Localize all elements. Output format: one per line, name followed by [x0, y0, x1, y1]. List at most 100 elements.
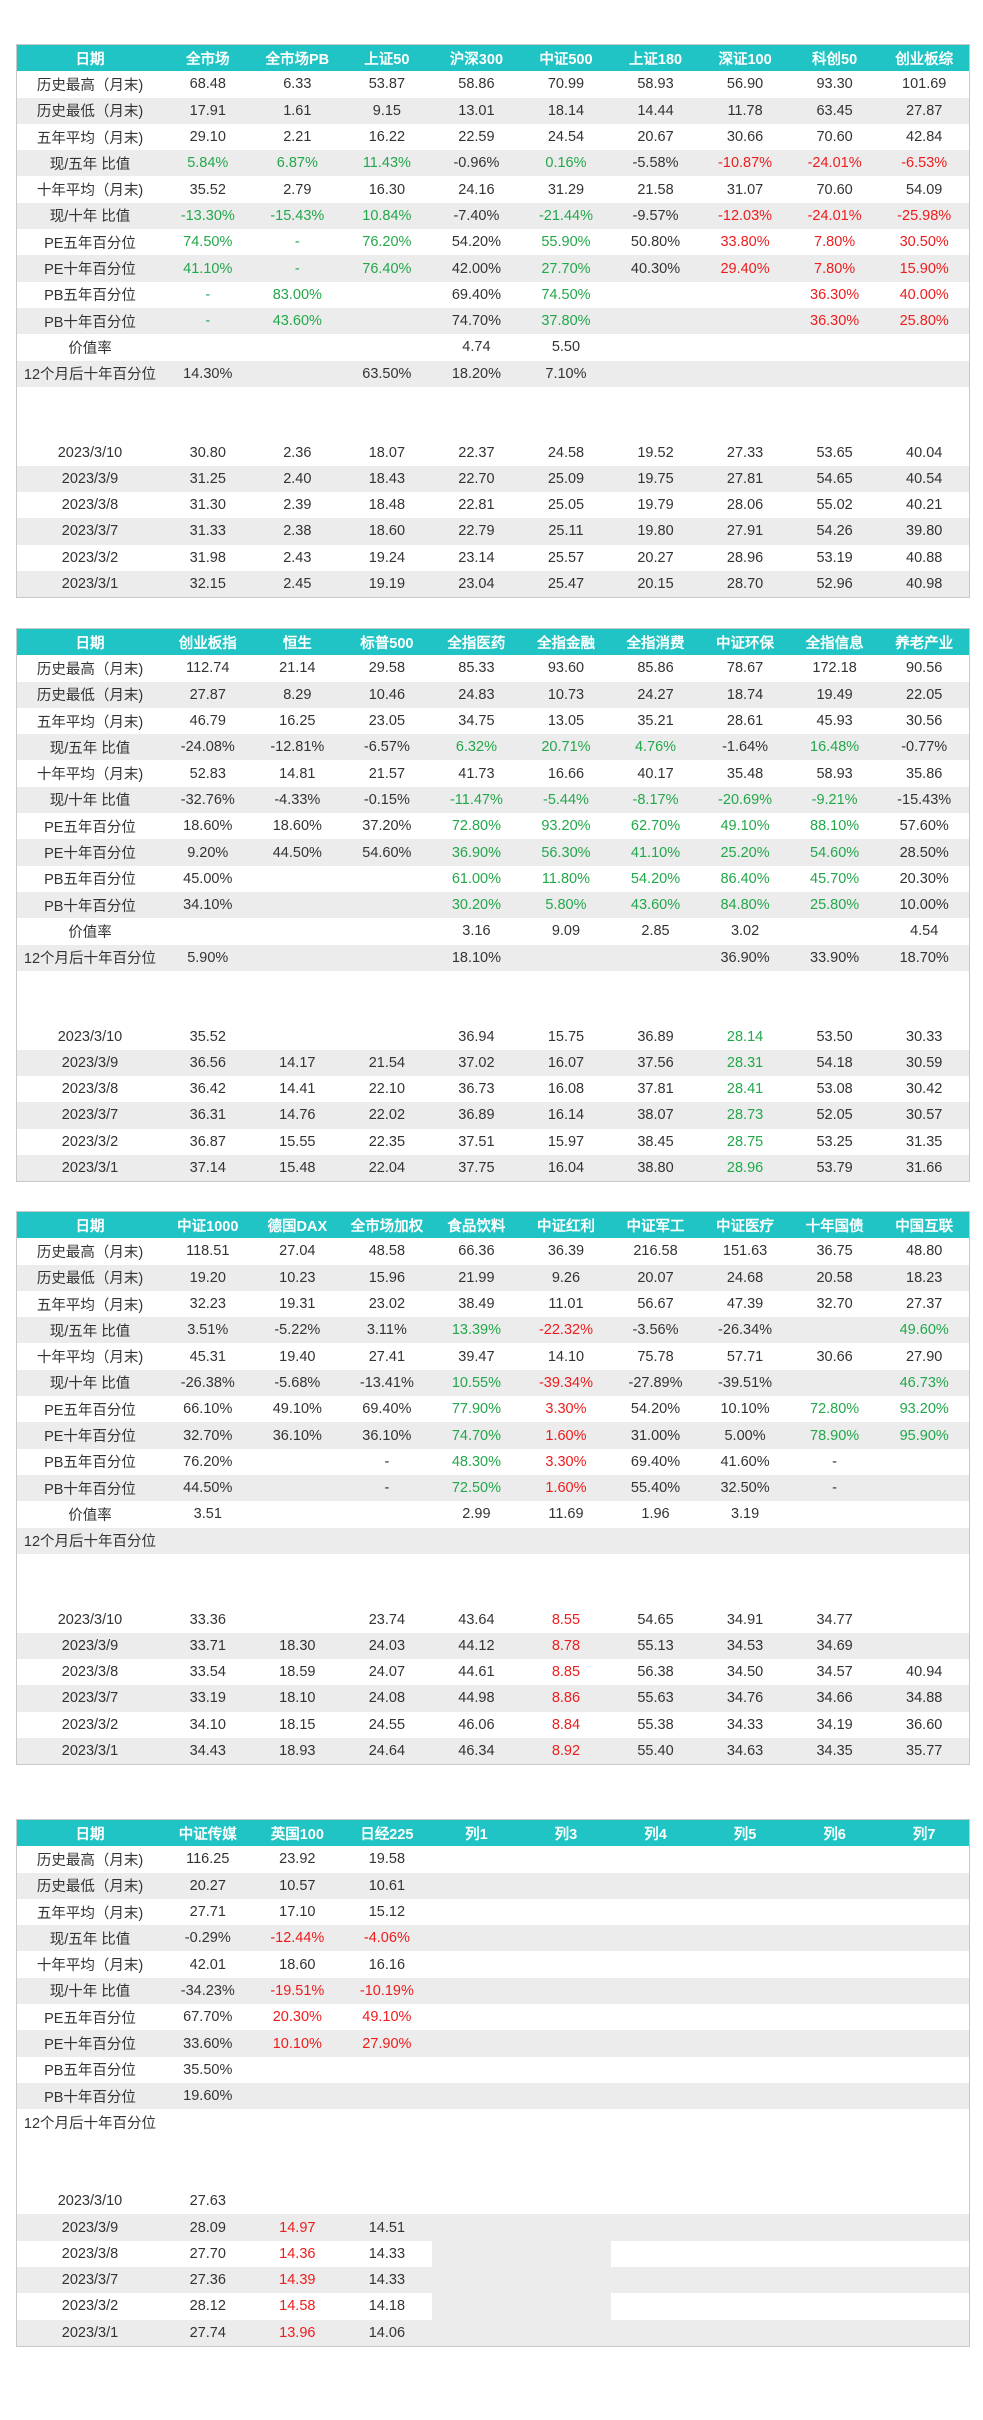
row-label-cell[interactable]: 现/五年 比值 — [17, 1317, 163, 1344]
data-cell[interactable]: 35.86 — [906, 765, 943, 782]
data-cell[interactable] — [342, 997, 432, 1023]
data-cell[interactable] — [611, 282, 701, 308]
data-cell[interactable]: 41.10% — [163, 255, 253, 282]
data-cell[interactable]: 28.41 — [726, 1081, 764, 1098]
data-cell[interactable]: 14.36 — [279, 2245, 316, 2262]
data-cell[interactable] — [700, 282, 790, 308]
data-cell[interactable]: 49.10% — [362, 2009, 412, 2026]
data-cell[interactable]: 30.50% — [899, 234, 949, 251]
data-cell[interactable]: -12.03% — [700, 202, 790, 230]
data-cell[interactable]: 36.94 — [458, 1028, 495, 1045]
data-cell[interactable] — [790, 2162, 880, 2188]
data-cell[interactable] — [789, 1369, 880, 1397]
data-cell[interactable] — [700, 2241, 790, 2267]
data-cell[interactable]: 76.20% — [183, 1453, 233, 1470]
data-cell[interactable] — [700, 1527, 790, 1554]
row-label-cell[interactable]: 价值率 — [68, 1507, 112, 1524]
row-label-cell[interactable]: PB五年百分位 — [44, 1455, 136, 1472]
data-cell[interactable]: 24.58 — [547, 444, 585, 461]
data-cell[interactable] — [879, 971, 969, 997]
data-cell[interactable]: -5.44% — [521, 786, 611, 814]
data-cell[interactable] — [521, 997, 611, 1023]
data-cell[interactable]: 1.60% — [521, 1474, 611, 1502]
data-cell[interactable]: 44.98 — [431, 1685, 522, 1712]
data-cell[interactable]: 21.99 — [431, 1264, 522, 1291]
data-cell[interactable]: 54.18 — [789, 1049, 880, 1077]
data-cell[interactable]: -5.58% — [610, 150, 701, 177]
data-cell[interactable]: 53.25 — [816, 1133, 853, 1150]
data-cell[interactable]: 53.79 — [789, 1154, 880, 1182]
data-cell[interactable] — [521, 2293, 611, 2320]
data-cell[interactable] — [789, 1872, 880, 1899]
data-cell[interactable]: 40.94 — [906, 1664, 943, 1681]
data-cell[interactable]: 55.38 — [637, 1716, 674, 1733]
data-cell[interactable]: 22.70 — [431, 465, 522, 493]
data-cell[interactable]: 36.30% — [810, 286, 860, 303]
data-cell[interactable]: 14.81 — [279, 765, 316, 782]
data-cell[interactable]: 23.05 — [368, 713, 406, 730]
data-cell[interactable]: 38.07 — [610, 1102, 701, 1129]
data-cell[interactable]: 2.36 — [283, 444, 312, 461]
data-cell[interactable]: 54.20% — [630, 870, 681, 887]
data-cell[interactable] — [342, 971, 432, 997]
data-cell[interactable]: 31.07 — [726, 181, 764, 198]
row-label-cell[interactable]: 五年平均（月末) — [36, 130, 144, 147]
data-cell[interactable]: 28.31 — [700, 1049, 790, 1077]
row-label-cell[interactable]: 现/十年 比值 — [17, 786, 163, 814]
data-cell[interactable]: 36.73 — [458, 1081, 495, 1098]
data-cell[interactable]: -26.38% — [163, 1369, 253, 1397]
data-cell[interactable]: 46.79 — [189, 713, 226, 730]
data-cell[interactable] — [431, 2030, 522, 2057]
data-cell[interactable] — [700, 2136, 790, 2162]
data-cell[interactable]: 18.10 — [252, 1685, 343, 1712]
data-cell[interactable]: 75.78 — [637, 1348, 674, 1365]
data-cell[interactable] — [253, 2136, 343, 2162]
data-cell[interactable]: 7.10% — [521, 360, 611, 387]
data-cell[interactable]: 39.80 — [879, 518, 969, 545]
data-cell[interactable]: 22.02 — [342, 1102, 432, 1129]
data-cell[interactable]: 27.33 — [726, 444, 764, 461]
data-cell[interactable]: 19.52 — [637, 444, 674, 461]
data-cell[interactable] — [253, 1554, 343, 1580]
data-cell[interactable]: 19.20 — [163, 1264, 253, 1291]
data-cell[interactable]: 116.25 — [186, 1851, 230, 1868]
data-cell[interactable]: 46.34 — [431, 1737, 522, 1765]
data-cell[interactable] — [789, 1527, 880, 1554]
row-label-cell[interactable]: 历史最低（月末) — [17, 1872, 163, 1899]
data-cell[interactable]: 19.80 — [610, 518, 701, 545]
data-cell[interactable] — [163, 2109, 253, 2135]
data-cell[interactable]: 14.17 — [252, 1049, 343, 1077]
data-cell[interactable] — [700, 1872, 790, 1899]
column-header[interactable]: 列1 — [431, 1820, 522, 1847]
data-cell[interactable]: 34.88 — [879, 1685, 969, 1712]
data-cell[interactable]: 37.14 — [163, 1154, 253, 1182]
data-cell[interactable]: 61.00% — [451, 870, 501, 887]
data-cell[interactable]: 6.33 — [283, 76, 312, 93]
row-label-cell[interactable]: 12个月后十年百分位 — [17, 1527, 163, 1554]
data-cell[interactable]: 86.40% — [720, 870, 770, 887]
data-cell[interactable] — [253, 413, 343, 439]
data-cell[interactable]: 66.36 — [458, 1243, 495, 1260]
data-cell[interactable]: -6.57% — [342, 734, 432, 761]
data-cell[interactable] — [790, 387, 880, 413]
data-cell[interactable] — [700, 2109, 790, 2135]
data-cell[interactable]: 24.08 — [342, 1685, 432, 1712]
data-cell[interactable]: -25.98% — [879, 202, 969, 230]
data-cell[interactable] — [879, 1925, 969, 1952]
data-cell[interactable]: 40.30% — [610, 255, 701, 282]
data-cell[interactable]: 2.38 — [252, 518, 343, 545]
data-cell[interactable]: 25.57 — [547, 549, 585, 566]
data-cell[interactable] — [611, 997, 701, 1023]
data-cell[interactable]: 34.75 — [458, 713, 495, 730]
data-cell[interactable] — [879, 2030, 969, 2057]
data-cell[interactable] — [610, 1527, 701, 1554]
data-cell[interactable]: -0.96% — [431, 150, 522, 177]
data-cell[interactable] — [611, 1951, 701, 1977]
data-cell[interactable]: 16.25 — [279, 713, 316, 730]
data-cell[interactable]: 15.55 — [279, 1133, 316, 1150]
data-cell[interactable]: 11.43% — [342, 150, 432, 177]
data-cell[interactable]: 14.30% — [163, 360, 253, 387]
data-cell[interactable]: 14.76 — [252, 1102, 343, 1129]
data-cell[interactable]: 85.33 — [458, 660, 495, 677]
data-cell[interactable]: 93.30 — [816, 76, 853, 93]
